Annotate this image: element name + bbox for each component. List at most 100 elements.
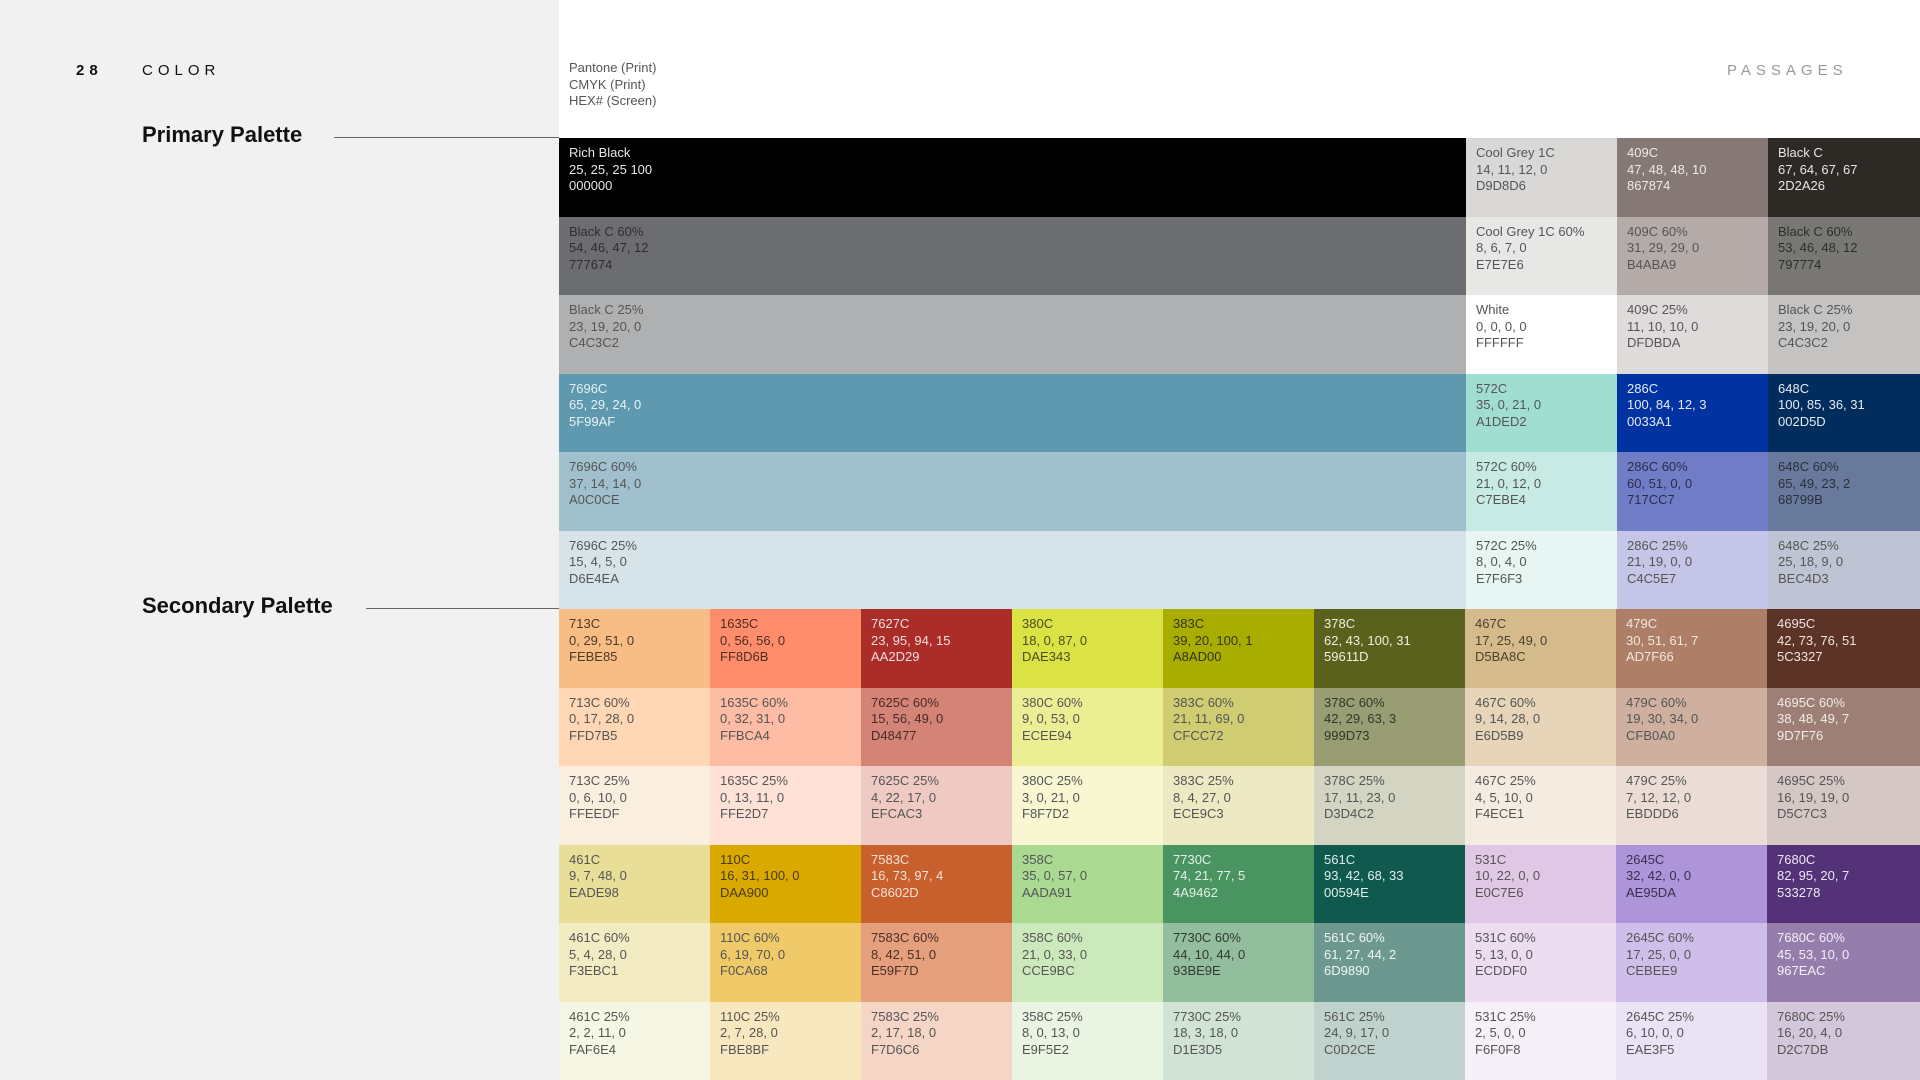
swatch-hex: E0C7E6 [1475, 884, 1524, 900]
color-swatch: 7680C 25% 16, 20, 4, 0 D2C7DB [1767, 1001, 1920, 1080]
swatch-pantone: 648C 25% [1778, 537, 1839, 553]
swatch-hex: FFD7B5 [569, 727, 618, 743]
swatch-cmyk: 42, 73, 76, 51 [1777, 632, 1857, 648]
primary-palette-row: Black C 60% 54, 46, 47, 12 777674 Cool Grey… [559, 216, 1920, 295]
color-swatch: 572C 25% 8, 0, 4, 0 E7F6F3 [1466, 530, 1617, 609]
swatch-hex: EFCAC3 [871, 806, 923, 821]
swatch-pantone: 358C 25% [1022, 1008, 1083, 1024]
swatch-hex: CEBEE9 [1626, 963, 1678, 978]
color-swatch: 467C 60% 9, 14, 28, 0 E6D5B9 [1465, 687, 1616, 766]
primary-palette-title: Primary Palette [142, 122, 303, 147]
swatch-hex: A0C0CE [569, 492, 620, 507]
color-swatch: 7730C 74, 21, 77, 5 4A9462 [1163, 844, 1314, 923]
swatch-pantone: 380C 60% [1022, 694, 1083, 710]
swatch-hex: 002D5D [1778, 413, 1826, 429]
swatch-cmyk: 100, 85, 36, 31 [1778, 397, 1865, 412]
secondary-palette-title: Secondary Palette [142, 593, 333, 618]
swatch-cmyk: 37, 14, 14, 0 [569, 475, 642, 491]
legend-hex: HEX# (Screen) [569, 93, 657, 108]
swatch-pantone: 7583C 60% [871, 930, 939, 945]
swatch-cmyk: 0, 0, 0, 0 [1476, 318, 1527, 334]
swatch-hex: FFFFFF [1476, 335, 1524, 350]
color-swatch: 561C 60% 61, 27, 44, 2 6D9890 [1314, 923, 1465, 1002]
swatch-pantone: 110C 25% [720, 1008, 780, 1024]
swatch-cmyk: 2, 2, 11, 0 [569, 1025, 626, 1040]
swatch-pantone: 461C [569, 851, 601, 867]
swatch-pantone: 7696C 60% [569, 459, 637, 474]
swatch-hex: D1E3D5 [1173, 1041, 1223, 1057]
swatch-cmyk: 4, 22, 17, 0 [871, 789, 937, 805]
swatch-hex: 00594E [1324, 884, 1369, 900]
swatch-pantone: 2645C 25% [1626, 1008, 1694, 1024]
swatch-hex: 533278 [1777, 884, 1821, 900]
swatch-hex: B4ABA9 [1627, 256, 1677, 272]
color-swatch: 380C 25% 3, 0, 21, 0 F8F7D2 [1012, 766, 1163, 845]
swatch-hex: C7EBE4 [1476, 492, 1526, 507]
swatch-hex: E59F7D [871, 963, 919, 978]
swatch-pantone: 7583C 25% [871, 1008, 939, 1024]
color-swatch: Rich Black 25, 25, 25 100 000000 [559, 138, 1466, 217]
color-swatch: Black C 25% 23, 19, 20, 0 C4C3C2 [1768, 295, 1920, 374]
swatch-hex: 717CC7 [1627, 492, 1675, 507]
color-swatch: 383C 39, 20, 100, 1 A8AD00 [1163, 609, 1314, 688]
color-swatch: 380C 60% 9, 0, 53, 0 ECEE94 [1012, 687, 1163, 766]
color-swatch: 286C 25% 21, 19, 0, 0 C4C5E7 [1617, 530, 1768, 609]
swatch-cmyk: 23, 95, 94, 15 [871, 632, 951, 648]
swatch-hex: BEC4D3 [1778, 570, 1829, 586]
swatch-cmyk: 2, 17, 18, 0 [871, 1025, 937, 1040]
color-swatch: 383C 60% 21, 11, 69, 0 CFCC72 [1163, 687, 1314, 766]
color-swatch: 561C 25% 24, 9, 17, 0 C0D2CE [1314, 1001, 1465, 1080]
swatch-cmyk: 30, 51, 61, 7 [1626, 632, 1699, 648]
swatch-pantone: 479C 60% [1626, 694, 1687, 710]
color-swatch: 561C 93, 42, 68, 33 00594E [1314, 844, 1465, 923]
swatch-hex: EAE3F5 [1626, 1041, 1675, 1057]
swatch-cmyk: 31, 29, 29, 0 [1627, 240, 1700, 255]
swatch-pantone: 383C 25% [1173, 773, 1234, 788]
swatch-pantone: 378C 25% [1324, 773, 1385, 788]
swatch-hex: 6D9890 [1324, 963, 1370, 978]
swatch-hex: 0033A1 [1627, 413, 1672, 429]
swatch-pantone: 7730C 25% [1173, 1008, 1241, 1024]
swatch-pantone: 467C [1475, 616, 1507, 631]
swatch-hex: 797774 [1778, 256, 1822, 272]
swatch-cmyk: 18, 0, 87, 0 [1022, 632, 1088, 648]
swatch-pantone: 531C 25% [1475, 1008, 1536, 1024]
swatch-pantone: 479C 25% [1626, 773, 1687, 788]
swatch-hex: AA2D29 [871, 649, 920, 664]
swatch-hex: 999D73 [1324, 727, 1370, 743]
swatch-hex: 93BE9E [1173, 963, 1221, 978]
color-swatch: 358C 35, 0, 57, 0 AADA91 [1012, 844, 1163, 923]
swatch-pantone: Black C 25% [569, 302, 644, 317]
swatch-hex: E7E7E6 [1476, 256, 1524, 272]
swatch-hex: C4C3C2 [569, 335, 619, 350]
color-swatch: 7730C 60% 44, 10, 44, 0 93BE9E [1163, 923, 1314, 1002]
swatch-legend: Pantone (Print) CMYK (Print) HEX# (Scree… [569, 60, 656, 110]
swatch-pantone: 7730C 60% [1173, 930, 1241, 945]
swatch-cmyk: 17, 11, 23, 0 [1324, 789, 1396, 805]
swatch-hex: EADE98 [569, 884, 619, 900]
color-swatch: 648C 100, 85, 36, 31 002D5D [1768, 373, 1920, 452]
primary-palette-rule [334, 137, 559, 138]
swatch-pantone: 2645C 60% [1626, 930, 1694, 945]
swatch-hex: C4C3C2 [1778, 335, 1828, 350]
color-swatch: 358C 60% 21, 0, 33, 0 CCE9BC [1012, 923, 1163, 1002]
color-swatch: 7730C 25% 18, 3, 18, 0 D1E3D5 [1163, 1001, 1314, 1080]
swatch-pantone: 648C [1778, 380, 1810, 396]
left-panel [0, 0, 559, 1080]
swatch-hex: D3D4C2 [1324, 806, 1374, 821]
swatch-pantone: 1635C [720, 616, 759, 631]
swatch-cmyk: 10, 22, 0, 0 [1475, 868, 1541, 883]
color-swatch: 4695C 25% 16, 19, 19, 0 D5C7C3 [1767, 766, 1920, 845]
swatch-pantone: 378C [1324, 616, 1356, 631]
swatch-cmyk: 21, 0, 12, 0 [1476, 475, 1542, 491]
swatch-cmyk: 0, 17, 28, 0 [569, 711, 635, 726]
swatch-cmyk: 21, 0, 33, 0 [1022, 946, 1088, 962]
swatch-cmyk: 16, 31, 100, 0 [720, 868, 800, 883]
primary-palette-grid: Rich Black 25, 25, 25 100 000000 Cool Grey … [559, 138, 1920, 609]
swatch-cmyk: 5, 13, 0, 0 [1475, 946, 1533, 962]
color-swatch: 461C 60% 5, 4, 28, 0 F3EBC1 [559, 923, 710, 1002]
swatch-pantone: Rich Black [569, 145, 631, 160]
color-swatch: 1635C 25% 0, 13, 11, 0 FFE2D7 [710, 766, 861, 845]
swatch-pantone: 7680C [1777, 851, 1816, 867]
